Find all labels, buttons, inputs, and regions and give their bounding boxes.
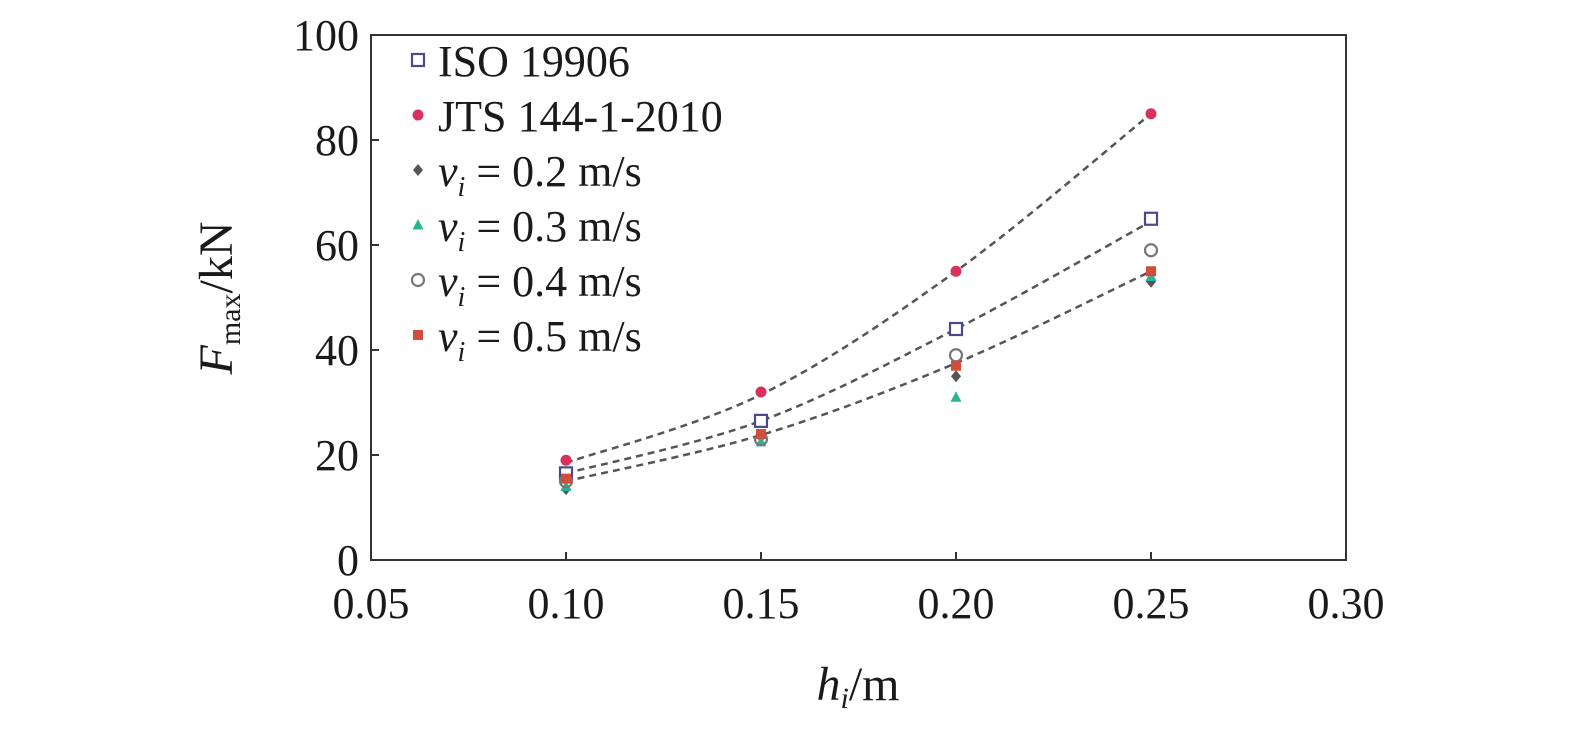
legend-label-sub: i: [458, 282, 466, 313]
data-point-v-i-0-5-m-s: [756, 429, 766, 439]
y-tick-label: 80: [315, 116, 359, 165]
data-point-iso-19906: [1143, 211, 1159, 226]
legend-marker-iso-19906: [410, 52, 426, 68]
data-point-jts-144-1-2010: [755, 386, 767, 398]
y-axis-ticks: 0 20 40 60 80 100: [293, 11, 379, 585]
data-point-v-i-0-2-m-s: [951, 370, 961, 383]
y-axis-label: Fmax/kN: [190, 222, 247, 376]
legend-label-sub: i: [458, 172, 466, 203]
legend-label-v-i-0-5-m-s: vi = 0.5 m/s: [438, 312, 642, 368]
data-point-v-i-0-3-m-s: [560, 480, 572, 491]
y-axis-label-sub: max: [214, 294, 247, 346]
x-tick-label: 0.30: [1308, 579, 1385, 628]
legend-marker-v-i-0-5-m-s: [413, 330, 423, 340]
legend-label-var: v: [438, 257, 458, 306]
x-axis-label: hi/m: [816, 658, 899, 715]
x-axis-label-var: h: [816, 658, 840, 711]
trend-line-jts-144-1-2010: [565, 112, 1152, 465]
y-tick-label: 60: [315, 221, 359, 270]
legend-label-sub: i: [458, 227, 466, 258]
data-point-jts-144-1-2010: [950, 265, 962, 277]
trend-line-v-i: [565, 270, 1152, 483]
legend-marker-v-i-0-3-m-s: [412, 219, 424, 230]
legend-label-iso-19906: ISO 19906: [438, 37, 630, 86]
legend-marker-jts-144-1-2010: [412, 109, 424, 121]
data-point-v-i-0-4-m-s: [948, 348, 964, 363]
legend-marker-v-i-0-4-m-s: [410, 272, 426, 288]
legend-label-v-i-0-3-m-s: vi = 0.3 m/s: [438, 202, 642, 258]
y-axis-label-var: F: [190, 344, 243, 375]
x-tick-label: 0.05: [333, 579, 410, 628]
data-markers: [558, 108, 1159, 496]
trend-line-iso-19906: [565, 220, 1152, 475]
y-tick-label: 20: [315, 431, 359, 480]
x-tick-label: 0.20: [918, 579, 995, 628]
trend-lines: [565, 112, 1152, 483]
legend-label-v-i-0-4-m-s: vi = 0.4 m/s: [438, 257, 642, 313]
x-tick-label: 0.25: [1113, 579, 1190, 628]
x-axis-ticks: 0.05 0.10 0.15 0.20 0.25 0.30: [333, 552, 1385, 628]
data-point-jts-144-1-2010: [560, 454, 572, 466]
data-point-jts-144-1-2010: [1145, 108, 1157, 120]
data-point-v-i-0-3-m-s: [950, 391, 962, 402]
legend-label-rest: = 0.3 m/s: [465, 202, 641, 251]
x-tick-label: 0.10: [528, 579, 605, 628]
y-tick-label: 40: [315, 326, 359, 375]
y-axis-label-unit: /kN: [190, 222, 243, 294]
legend-label-var: v: [438, 202, 458, 251]
y-tick-label: 0: [337, 536, 359, 585]
legend-label-var: v: [438, 147, 458, 196]
legend-marker-v-i-0-2-m-s: [413, 164, 423, 176]
data-point-iso-19906: [948, 321, 964, 337]
y-tick-label: 100: [293, 11, 359, 60]
plot-frame: [370, 34, 1347, 561]
data-point-v-i-0-5-m-s: [1146, 266, 1156, 277]
legend-label-jts-144-1-2010: JTS 144-1-2010: [438, 92, 723, 141]
legend-label-var: v: [438, 312, 458, 361]
legend-label-rest: = 0.5 m/s: [465, 312, 641, 361]
data-point-v-i-0-4-m-s: [1143, 243, 1159, 258]
legend-label-rest: = 0.4 m/s: [465, 257, 641, 306]
data-point-v-i-0-5-m-s: [951, 360, 961, 371]
x-axis-label-unit: /m: [849, 658, 900, 711]
data-point-v-i-0-5-m-s: [561, 473, 571, 484]
legend-label-v-i-0-2-m-s: vi = 0.2 m/s: [438, 147, 642, 203]
legend-label-rest: = 0.2 m/s: [465, 147, 641, 196]
data-point-iso-19906: [753, 413, 769, 428]
x-tick-label: 0.15: [723, 579, 800, 628]
legend-label-sub: i: [458, 337, 466, 368]
x-axis-label-sub: i: [840, 682, 848, 715]
